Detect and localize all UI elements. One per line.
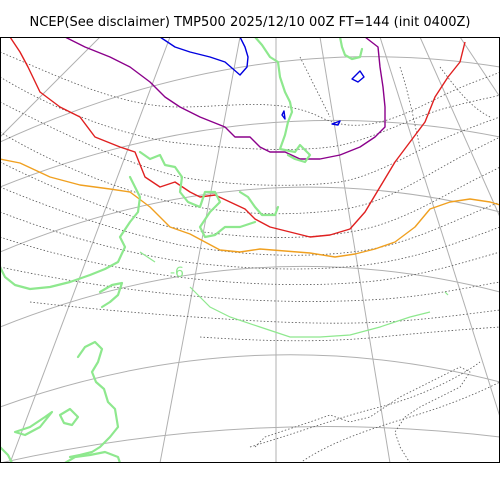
height-contour bbox=[0, 131, 500, 215]
height-contour bbox=[29, 301, 500, 324]
coastline bbox=[58, 407, 80, 427]
latitude-circle bbox=[0, 119, 500, 188]
meridian-line bbox=[9, 37, 171, 463]
meridian-line bbox=[159, 37, 241, 463]
height-contours bbox=[0, 51, 500, 463]
isotherm-purple bbox=[64, 37, 386, 160]
meridian-line bbox=[419, 37, 500, 218]
coastline bbox=[0, 175, 142, 291]
coastlines bbox=[0, 37, 449, 463]
graticule bbox=[0, 37, 500, 463]
height-contour bbox=[0, 236, 500, 286]
coastline bbox=[13, 410, 54, 437]
latitude-circle bbox=[0, 56, 500, 143]
coastline bbox=[0, 445, 14, 463]
coastline bbox=[63, 450, 122, 463]
height-contour bbox=[0, 211, 500, 270]
meridian-line bbox=[319, 37, 391, 463]
coastline bbox=[238, 190, 280, 217]
map-title: NCEP(See disclaimer) TMP500 2025/12/10 0… bbox=[29, 15, 471, 30]
height-contour bbox=[399, 66, 421, 148]
coastline bbox=[68, 340, 120, 459]
meridian-line bbox=[459, 37, 500, 98]
weather-map: -6 bbox=[0, 37, 500, 463]
meridian-line bbox=[0, 37, 101, 138]
height-contour bbox=[299, 381, 500, 463]
latitude-circle bbox=[0, 426, 500, 463]
height-contour bbox=[0, 186, 500, 256]
isotherm-blue-small bbox=[351, 70, 365, 83]
isotherm-blue bbox=[159, 37, 249, 76]
coastline bbox=[98, 281, 124, 309]
height-contour bbox=[0, 161, 500, 238]
height-contour bbox=[299, 56, 331, 118]
isotherm-blue-small bbox=[281, 110, 286, 120]
isotherm-blue-small bbox=[331, 120, 341, 126]
height-contour bbox=[254, 366, 471, 463]
height-contour bbox=[439, 66, 491, 118]
isotherm-orange bbox=[0, 158, 500, 258]
height-contour bbox=[249, 361, 481, 448]
coastline bbox=[139, 251, 156, 263]
coastline bbox=[444, 291, 449, 296]
height-contour bbox=[199, 326, 500, 342]
coastline bbox=[253, 37, 312, 164]
latitude-circle bbox=[0, 265, 500, 328]
isotherm-red bbox=[9, 37, 466, 238]
meridian-line bbox=[379, 37, 500, 418]
height-contour bbox=[0, 76, 500, 150]
latitude-circle bbox=[0, 186, 500, 253]
coastline bbox=[338, 37, 364, 61]
latitude-circle bbox=[0, 354, 500, 408]
coastline bbox=[138, 150, 257, 239]
coastline bbox=[189, 286, 431, 338]
isotherm-label: -6 bbox=[170, 265, 184, 281]
